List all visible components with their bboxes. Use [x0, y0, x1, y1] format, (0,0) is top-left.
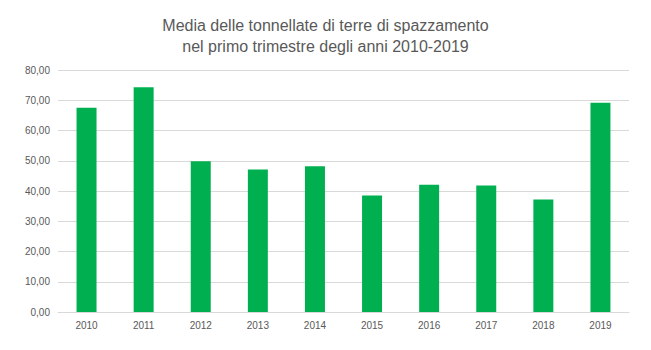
- svg-text:2018: 2018: [532, 320, 555, 331]
- svg-text:Media delle tonnellate di terr: Media delle tonnellate di terre di spazz…: [162, 17, 489, 34]
- svg-text:80,00: 80,00: [25, 65, 50, 76]
- svg-text:2011: 2011: [133, 320, 155, 331]
- svg-text:2016: 2016: [418, 320, 441, 331]
- svg-text:2015: 2015: [361, 320, 384, 331]
- svg-text:40,00: 40,00: [25, 186, 50, 197]
- svg-text:2014: 2014: [304, 320, 327, 331]
- svg-text:nel primo trimestre degli anni: nel primo trimestre degli anni 2010-2019: [182, 38, 468, 55]
- svg-text:60,00: 60,00: [25, 125, 50, 136]
- svg-text:0,00: 0,00: [31, 307, 51, 318]
- svg-text:20,00: 20,00: [25, 246, 50, 257]
- svg-text:30,00: 30,00: [25, 216, 50, 227]
- svg-text:10,00: 10,00: [25, 276, 50, 287]
- svg-text:2010: 2010: [75, 320, 98, 331]
- svg-text:2013: 2013: [247, 320, 270, 331]
- svg-text:2019: 2019: [589, 320, 612, 331]
- svg-text:2017: 2017: [475, 320, 498, 331]
- svg-text:70,00: 70,00: [25, 95, 50, 106]
- svg-text:50,00: 50,00: [25, 155, 50, 166]
- svg-text:2012: 2012: [190, 320, 213, 331]
